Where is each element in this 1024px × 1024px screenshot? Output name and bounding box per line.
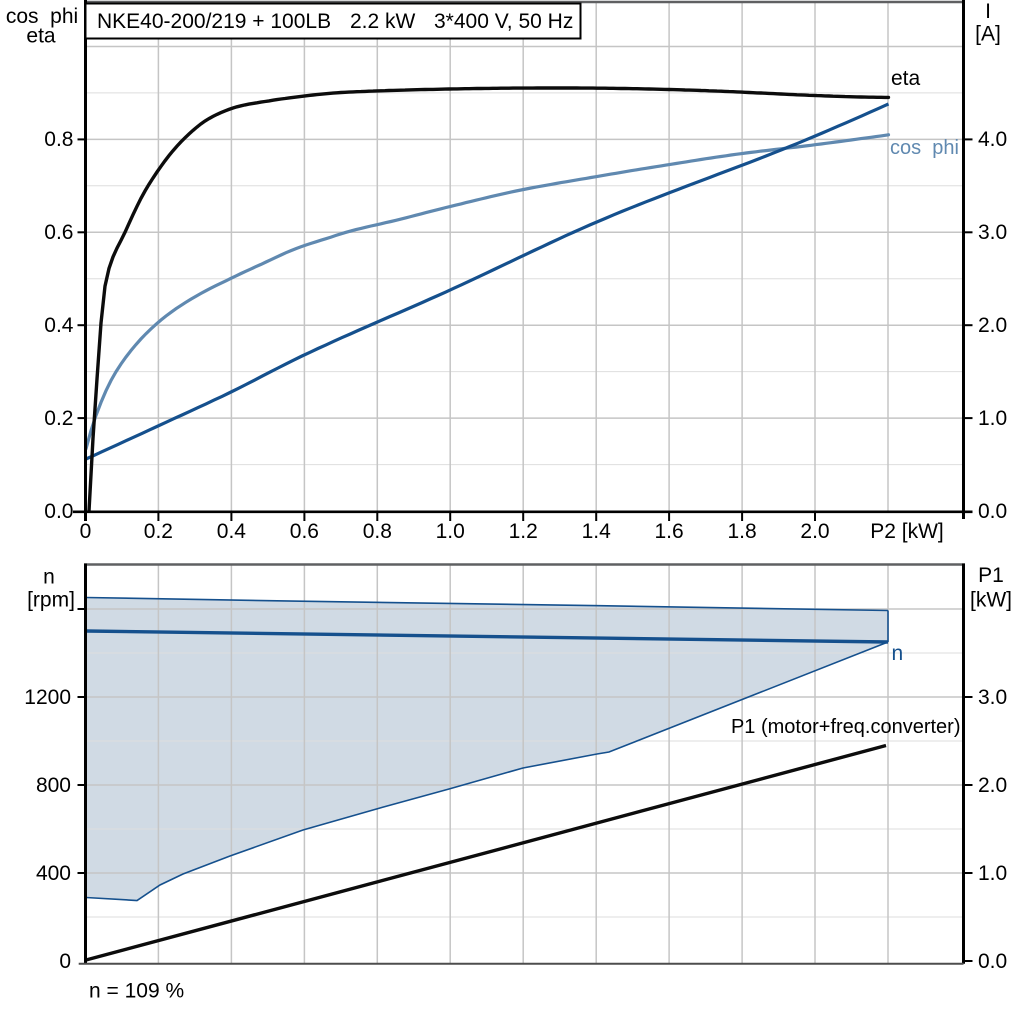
- svg-text:0.8: 0.8: [363, 520, 392, 543]
- svg-text:0.6: 0.6: [44, 221, 73, 244]
- svg-text:2.0: 2.0: [978, 774, 1007, 797]
- svg-text:cos phi: cos phi: [890, 137, 959, 159]
- svg-text:2.0: 2.0: [978, 314, 1007, 337]
- svg-text:2.2 kW: 2.2 kW: [350, 10, 416, 33]
- svg-text:0.4: 0.4: [217, 520, 247, 543]
- svg-text:cos phi: cos phi: [6, 5, 78, 28]
- svg-text:0.0: 0.0: [978, 950, 1007, 973]
- svg-text:1.8: 1.8: [727, 520, 756, 543]
- svg-text:1.6: 1.6: [654, 520, 683, 543]
- svg-text:3.0: 3.0: [978, 686, 1007, 709]
- svg-text:eta: eta: [891, 67, 921, 90]
- svg-text:0.0: 0.0: [44, 500, 73, 523]
- svg-text:2.0: 2.0: [800, 520, 829, 543]
- svg-text:NKE40-200/219 + 100LB: NKE40-200/219 + 100LB: [97, 10, 331, 33]
- svg-text:0: 0: [59, 950, 71, 973]
- svg-text:0.0: 0.0: [978, 500, 1007, 523]
- svg-text:0.6: 0.6: [290, 520, 319, 543]
- svg-text:400: 400: [36, 862, 71, 885]
- svg-text:P1: P1: [978, 564, 1004, 587]
- svg-text:1.2: 1.2: [509, 520, 538, 543]
- svg-text:1.0: 1.0: [978, 407, 1007, 430]
- svg-text:0.2: 0.2: [144, 520, 173, 543]
- svg-text:3.0: 3.0: [978, 221, 1007, 244]
- svg-text:[A]: [A]: [975, 23, 1001, 46]
- svg-text:I: I: [985, 0, 991, 23]
- svg-text:0.2: 0.2: [44, 407, 73, 430]
- svg-text:P1 (motor+freq.converter): P1 (motor+freq.converter): [731, 716, 961, 738]
- svg-text:1200: 1200: [24, 686, 71, 709]
- svg-text:0.4: 0.4: [44, 314, 74, 337]
- svg-text:0.8: 0.8: [44, 128, 73, 151]
- svg-text:1.0: 1.0: [978, 862, 1007, 885]
- svg-text:3*400 V, 50 Hz: 3*400 V, 50 Hz: [434, 10, 573, 33]
- svg-text:eta: eta: [26, 25, 56, 48]
- svg-text:n: n: [892, 642, 904, 665]
- svg-text:[rpm]: [rpm]: [27, 589, 75, 612]
- svg-text:0: 0: [80, 520, 92, 543]
- svg-text:4.0: 4.0: [978, 128, 1007, 151]
- svg-text:[kW]: [kW]: [970, 589, 1012, 612]
- svg-text:1.4: 1.4: [582, 520, 612, 543]
- svg-text:P2 [kW]: P2 [kW]: [870, 520, 944, 543]
- svg-text:800: 800: [36, 774, 71, 797]
- svg-text:n = 109 %: n = 109 %: [89, 980, 184, 1003]
- svg-text:n: n: [43, 566, 55, 589]
- svg-text:1.0: 1.0: [436, 520, 465, 543]
